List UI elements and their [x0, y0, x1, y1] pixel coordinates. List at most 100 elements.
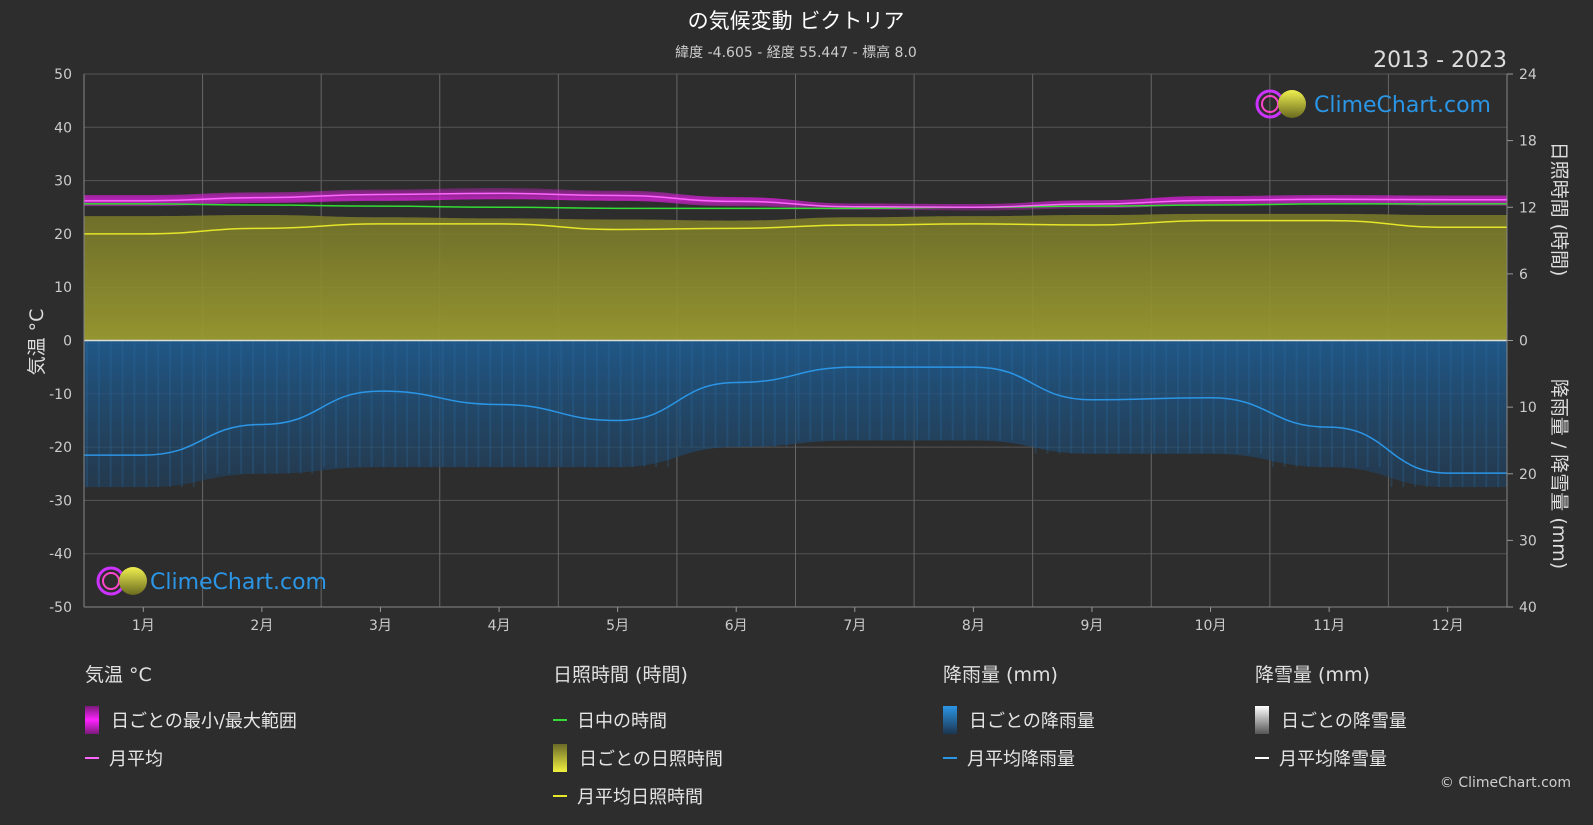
rain-bar: [192, 340, 195, 488]
svg-text:ClimeChart.com: ClimeChart.com: [150, 570, 327, 595]
rain-bar: [335, 340, 338, 468]
sunshine-swatch: [553, 744, 567, 772]
right-tick-label: 30: [1519, 533, 1537, 549]
rain-bar: [951, 340, 954, 441]
rain-bar: [1331, 340, 1334, 468]
left-tick-label: -20: [49, 440, 72, 456]
rain-bar: [512, 340, 515, 468]
rain-bar: [97, 340, 100, 488]
rain-bar: [1176, 340, 1179, 454]
left-tick-label: 50: [54, 67, 72, 83]
year-range: 2013 - 2023: [1373, 48, 1507, 73]
rain-bar: [1153, 340, 1156, 454]
rain-bar: [169, 340, 172, 488]
rain-bar: [1236, 340, 1239, 454]
rain-bar: [631, 340, 634, 468]
rain-bar: [927, 340, 930, 441]
month-label: 4月: [488, 618, 511, 634]
rain-bar: [821, 340, 824, 441]
rain-bar: [1165, 340, 1168, 454]
rain-bar: [524, 340, 527, 468]
snow-swatch: [1255, 706, 1269, 734]
rain-bar: [429, 340, 432, 468]
legend-item: 日ごとの降雪量: [1255, 701, 1407, 739]
right-tick-label: 12: [1519, 200, 1537, 216]
rain-bar: [1461, 340, 1464, 488]
rain-bar: [1414, 340, 1417, 488]
legend-snow: 降雪量 (mm) 日ごとの降雪量 月平均降雪量: [1255, 660, 1407, 777]
rain-bar: [548, 340, 551, 468]
month-label: 8月: [962, 618, 985, 634]
temp-range-swatch: [85, 706, 99, 734]
rain-bar: [287, 340, 290, 474]
rain-bar: [1283, 340, 1286, 468]
rain-bar: [868, 340, 871, 441]
rain-bar: [1022, 340, 1025, 441]
rain-bar: [216, 340, 219, 474]
rain-bar: [1082, 340, 1085, 454]
rain-bar: [916, 340, 919, 441]
left-tick-label: -10: [49, 387, 72, 403]
right-tick-label: 20: [1519, 467, 1537, 483]
rain-bar: [311, 340, 314, 474]
rain-bar: [370, 340, 373, 468]
rain-bar: [773, 340, 776, 448]
month-label: 10月: [1195, 618, 1227, 634]
rain-bar: [1248, 340, 1251, 454]
rain-bar: [999, 340, 1002, 441]
rain-bar: [987, 340, 990, 441]
rain-bar: [643, 340, 646, 468]
rain-bar: [1259, 340, 1262, 454]
right-tick-label: 0: [1519, 334, 1528, 350]
rain-bar: [1378, 340, 1381, 468]
rain-bar: [572, 340, 575, 468]
rain-bar: [145, 340, 148, 488]
rain-bar: [1141, 340, 1144, 454]
logo-top: ClimeChart.com: [1255, 89, 1491, 119]
rain-bar: [204, 340, 207, 474]
rain-bar: [109, 340, 112, 488]
rain-bar: [1354, 340, 1357, 468]
month-label: 6月: [725, 618, 748, 634]
temp-avg-line: [84, 192, 1507, 209]
rain-bar: [418, 340, 421, 468]
right-axis-top-label: 日照時間 (時間): [1548, 142, 1570, 277]
rain-bar: [975, 340, 978, 441]
rain-bar: [394, 340, 397, 468]
month-label: 11月: [1313, 618, 1345, 634]
rain-bar: [619, 340, 622, 468]
rain-bar: [963, 340, 966, 441]
rain-bar: [441, 340, 444, 468]
rain-bar: [738, 340, 741, 448]
month-label: 2月: [250, 618, 273, 634]
rain-bar: [856, 340, 859, 441]
sunshine-avg-swatch: [553, 795, 567, 797]
rain-bar: [844, 340, 847, 441]
legend-rain: 降雨量 (mm) 日ごとの降雨量 月平均降雨量: [943, 660, 1095, 777]
rain-bar: [382, 340, 385, 468]
legend-temperature: 気温 °C 日ごとの最小/最大範囲 月平均: [85, 660, 297, 777]
left-tick-label: -30: [49, 493, 72, 509]
left-tick-label: -40: [49, 547, 72, 563]
rain-bar: [1271, 340, 1274, 468]
rain-bar: [275, 340, 278, 474]
rain-bar: [833, 340, 836, 441]
rain-bar: [1105, 340, 1108, 454]
rain-bar: [252, 340, 255, 474]
legend-item: 日ごとの最小/最大範囲: [85, 701, 297, 739]
rain-bar: [1437, 340, 1440, 488]
rain-bar: [228, 340, 231, 474]
rain-bar: [133, 340, 136, 488]
rain-bar: [180, 340, 183, 488]
month-label: 7月: [843, 618, 866, 634]
series-lines: [83, 192, 1507, 474]
rain-bar: [465, 340, 468, 468]
axes: 50 40 30 20 10 0 -10 -20 -30 -40 -50 1月 2月 3月 4月 5月 6月 7月…: [49, 67, 1537, 634]
rain-bar: [1390, 340, 1393, 488]
rain-bar: [690, 340, 693, 448]
month-label: 3月: [369, 618, 392, 634]
legend-title: 気温 °C: [85, 664, 152, 686]
temp-avg-swatch: [85, 757, 99, 759]
rain-bar: [323, 340, 326, 468]
rain-bar: [1070, 340, 1073, 454]
